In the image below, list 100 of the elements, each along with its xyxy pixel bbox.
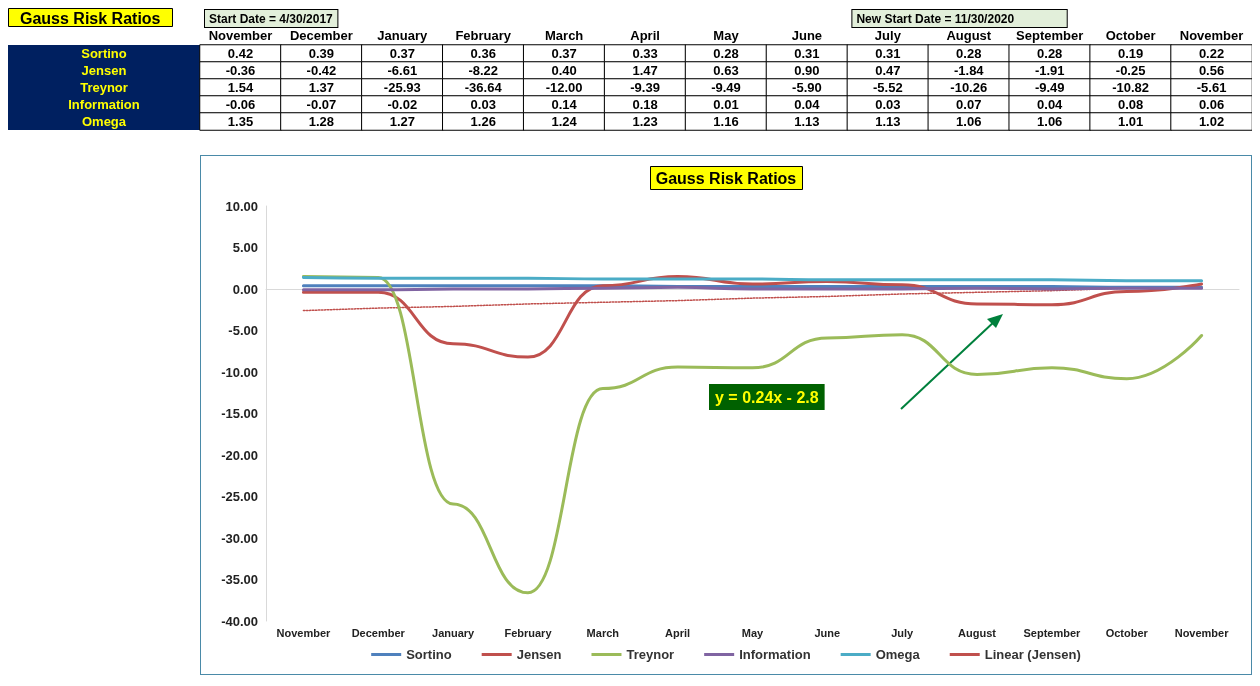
data-label: 0.14 (551, 97, 578, 112)
data-label: -0.06 (225, 97, 256, 112)
y-tick-label: 10.00 (225, 198, 258, 214)
x-tick-label: December (289, 28, 353, 43)
data-label: -36.64 (464, 80, 503, 95)
data-label: 0.36 (470, 46, 496, 61)
data-label: 0.28 (956, 46, 982, 61)
data-label: 0.39 (308, 46, 335, 61)
y-tick-label: 5.00 (232, 240, 258, 255)
data-label: 0.03 (470, 97, 496, 112)
data-label: -0.42 (306, 63, 337, 78)
data-label: 1.13 (794, 114, 820, 129)
text: New Start Date = 11/30/2020 (856, 12, 1015, 26)
legend-label: Omega (875, 647, 921, 662)
line-series (301, 275, 1204, 595)
data-label: -1.84 (953, 63, 985, 78)
data-label: 1.02 (1198, 114, 1225, 129)
data-label: -6.61 (387, 63, 418, 78)
data-label: 0.31 (875, 46, 901, 61)
x-tick-label: July (891, 626, 915, 639)
data-label: 0.28 (713, 46, 739, 61)
x-tick-label: August (958, 626, 997, 639)
data-label: -10.26 (950, 80, 988, 95)
x-tick-label: June (791, 28, 823, 43)
x-tick-label: February (455, 28, 512, 43)
x-tick-label: March (545, 28, 584, 43)
x-tick-label: May (741, 626, 765, 639)
data-label: 1.28 (308, 114, 335, 129)
data-label: -8.22 (468, 63, 499, 78)
data-label: -5.61 (1196, 80, 1227, 95)
data-label: 1.01 (1117, 114, 1144, 129)
data-label: -0.36 (225, 63, 256, 78)
x-tick-label: October (1105, 626, 1149, 639)
data-label: 1.54 (227, 80, 254, 95)
annotation: y = 0.24x - 2.8 (715, 388, 819, 406)
data-label: 0.90 (794, 63, 820, 78)
legend-label: Information (739, 647, 811, 662)
y-tick-label: -30.00 (221, 530, 258, 546)
x-tick-label: May (713, 28, 740, 43)
legend-label: Treynor (626, 647, 675, 662)
data-label: 0.07 (956, 97, 982, 112)
data-label: -0.25 (1115, 63, 1146, 78)
data-label: 1.16 (713, 114, 739, 129)
data-label: -0.07 (306, 97, 337, 112)
legend-label: Sortino (406, 647, 452, 662)
data-label: -9.39 (630, 80, 660, 95)
y-tick-label: Treynor (80, 80, 128, 95)
data-label: 0.63 (713, 63, 739, 78)
x-tick-label: March (586, 626, 620, 639)
data-label: 0.03 (875, 97, 901, 112)
x-tick-label: January (377, 28, 428, 43)
y-tick-label: -10.00 (221, 364, 258, 380)
y-tick-label: Omega (81, 114, 127, 129)
data-label: 1.23 (632, 114, 658, 129)
data-label: 1.24 (551, 114, 578, 129)
data-label: 0.19 (1117, 46, 1144, 61)
data-label: 0.33 (632, 46, 658, 61)
data-label: 0.04 (1037, 97, 1064, 112)
chart-title: Gauss Risk Ratios (20, 9, 161, 27)
data-label: -5.90 (792, 80, 822, 95)
chart-title: Gauss Risk Ratios (655, 169, 797, 187)
data-label: 1.35 (227, 114, 254, 129)
data-label: 0.04 (794, 97, 821, 112)
data-label: 1.26 (470, 114, 496, 129)
x-tick-label: July (874, 28, 902, 43)
data-label: 0.28 (1037, 46, 1063, 61)
y-tick-label: Sortino (81, 46, 127, 61)
x-tick-label: November (276, 626, 332, 639)
data-label: 0.31 (794, 46, 820, 61)
x-tick-label: April (630, 28, 660, 43)
data-label: -9.49 (711, 80, 741, 95)
data-label: 0.47 (875, 63, 901, 78)
x-tick-label: September (1023, 626, 1082, 639)
x-tick-label: November (208, 28, 273, 43)
x-tick-label: November (1174, 626, 1230, 639)
y-tick-label: 0.00 (232, 281, 258, 297)
legend-label: Linear (Jensen) (984, 647, 1081, 662)
y-tick-label: Information (68, 97, 140, 112)
y-tick-label: Jensen (81, 63, 127, 78)
legend-label: Jensen (516, 647, 562, 662)
y-tick-label: -25.00 (221, 489, 258, 504)
text: Start Date = 4/30/2017 (209, 12, 334, 26)
data-label: 1.47 (632, 63, 658, 78)
y-tick-label: -5.00 (228, 323, 258, 338)
y-tick-label: -20.00 (221, 447, 258, 463)
data-label: -12.00 (545, 80, 583, 95)
data-label: -10.82 (1112, 80, 1150, 95)
x-tick-label: October (1105, 28, 1156, 43)
y-tick-label: -40.00 (221, 613, 258, 629)
data-label: -0.02 (387, 97, 418, 112)
data-label: 0.22 (1198, 46, 1225, 61)
data-label: 1.27 (389, 114, 415, 129)
data-label: 0.18 (632, 97, 658, 112)
data-label: 0.56 (1198, 63, 1225, 78)
x-tick-label: November (1179, 28, 1244, 43)
data-label: 0.40 (551, 63, 577, 78)
data-label: 1.06 (1037, 114, 1063, 129)
data-label: 1.37 (308, 80, 335, 95)
data-label: -5.52 (873, 80, 903, 95)
x-tick-label: June (814, 626, 841, 639)
